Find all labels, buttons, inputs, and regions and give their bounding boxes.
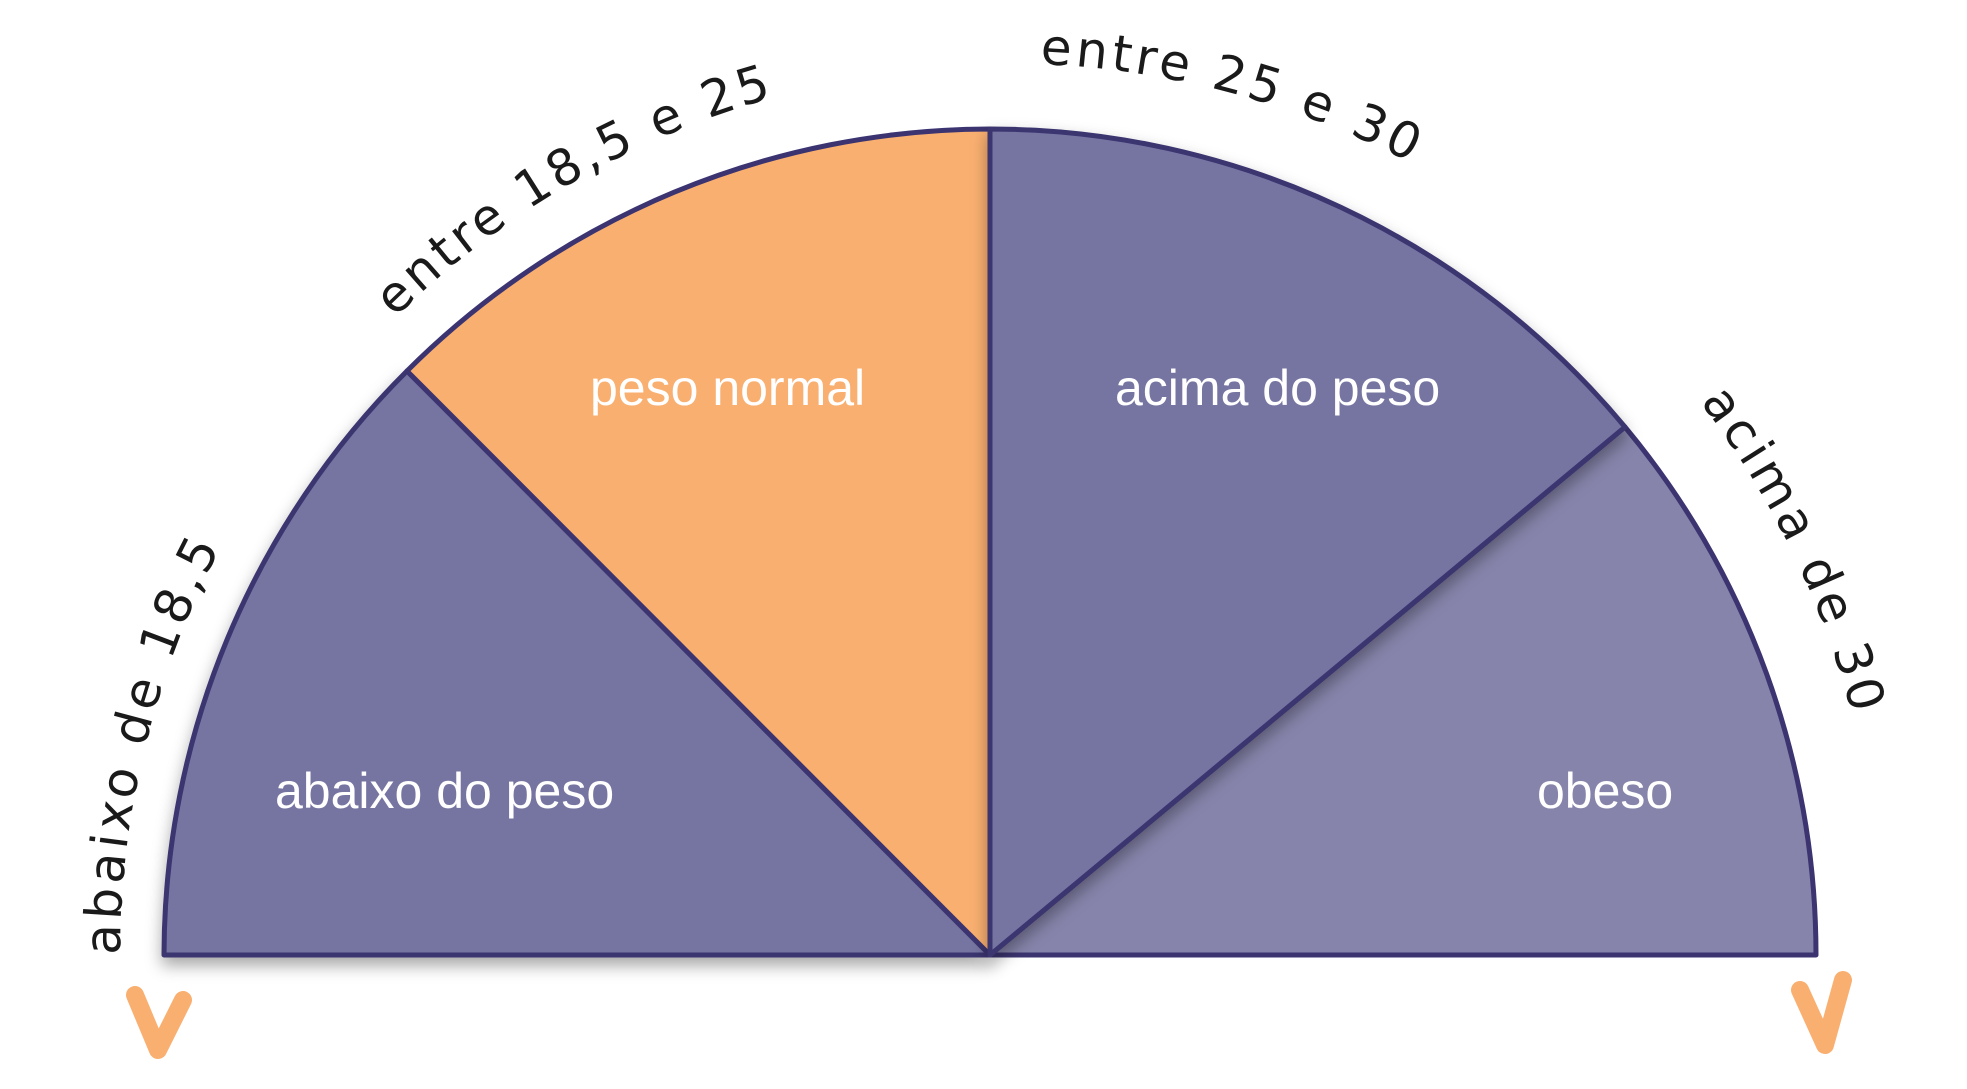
label-abaixo-do-peso: abaixo do peso — [275, 763, 614, 819]
sector-obeso — [987, 424, 1819, 958]
label-obeso: obeso — [1537, 763, 1673, 819]
sector-peso-normal — [404, 126, 993, 958]
left-arrow-icon — [126, 986, 192, 1059]
right-arrow-icon — [1791, 971, 1852, 1054]
label-acima-do-peso: acima do peso — [1115, 360, 1440, 416]
gauge-sectors — [161, 126, 1819, 958]
label-peso-normal: peso normal — [590, 360, 865, 416]
sector-acima-do-peso — [987, 126, 1628, 958]
sector-abaixo-do-peso — [161, 368, 993, 958]
